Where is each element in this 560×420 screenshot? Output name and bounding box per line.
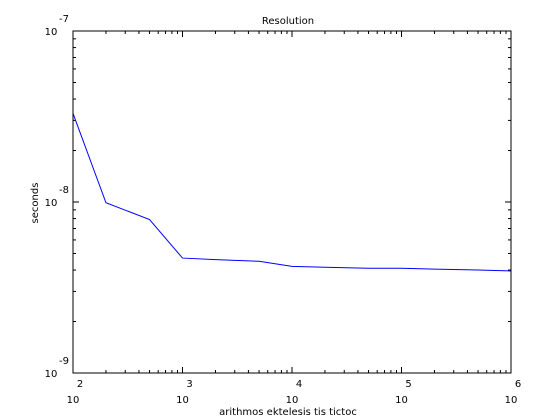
x-tick-label: 10 bbox=[395, 395, 408, 406]
x-tick-label: 10 bbox=[67, 395, 80, 406]
x-tick-exponent: 5 bbox=[405, 379, 411, 390]
x-tick-exponent: 2 bbox=[77, 379, 83, 390]
y-tick-exponent: -9 bbox=[59, 356, 69, 367]
y-tick-labels: 10-910-810-7 bbox=[45, 14, 69, 380]
series-layer bbox=[72, 113, 512, 272]
chart-title: Resolution bbox=[262, 16, 314, 27]
series-line-0 bbox=[72, 113, 512, 272]
y-tick-label: 10 bbox=[45, 369, 58, 380]
y-tick-exponent: -8 bbox=[59, 185, 69, 196]
y-tick-exponent: -7 bbox=[59, 14, 69, 25]
x-tick-exponent: 3 bbox=[186, 379, 192, 390]
y-axis-label: seconds bbox=[30, 183, 41, 224]
x-tick-exponent: 4 bbox=[296, 379, 302, 390]
x-tick-label: 10 bbox=[176, 395, 189, 406]
x-tick-label: 10 bbox=[505, 395, 518, 406]
y-tick-label: 10 bbox=[45, 198, 58, 209]
plot-frame bbox=[72, 30, 512, 374]
plot-background bbox=[73, 31, 511, 373]
x-tick-labels: 10 2 10 3 10 4 10 5 10 6 bbox=[67, 379, 522, 406]
y-tick-label: 10 bbox=[45, 27, 58, 38]
x-axis-label: arithmos ektelesis tis tictoc bbox=[219, 407, 357, 418]
x-tick-exponent: 6 bbox=[515, 379, 521, 390]
x-tick-label: 10 bbox=[286, 395, 299, 406]
